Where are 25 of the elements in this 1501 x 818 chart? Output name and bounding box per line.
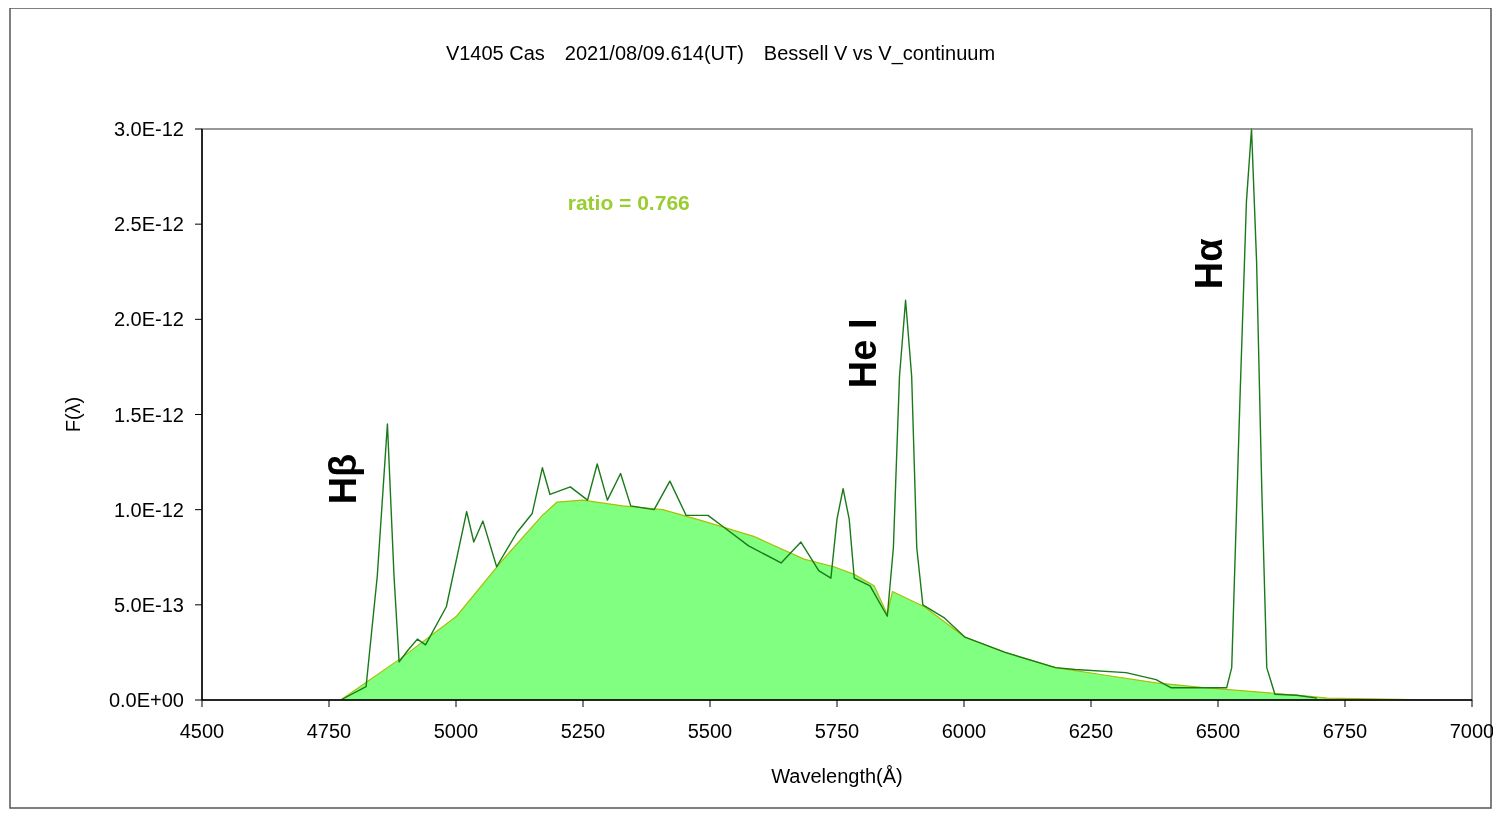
x-axis-title: Wavelength(Å) <box>771 765 903 787</box>
y-tick-label: 3.0E-12 <box>113 118 184 140</box>
y-tick-label: 1.0E-12 <box>113 498 184 521</box>
x-tick-label: 6000 <box>941 720 987 742</box>
x-tick-label: 4500 <box>179 720 225 742</box>
x-tick-label: 6750 <box>1322 720 1368 742</box>
x-tick-label: 5500 <box>687 720 733 742</box>
x-tick-label: 6250 <box>1068 720 1114 742</box>
annotation: Hα <box>1187 238 1230 290</box>
y-axis-title: F(λ) <box>62 396 84 433</box>
annotation: ratio = 0.766 <box>567 191 690 215</box>
chart-title: V1405 Cas 2021/08/09.614(UT) Bessell V vs V_continuum <box>445 42 996 65</box>
x-tick-label: 5000 <box>433 720 479 742</box>
annotation: He I <box>842 318 885 389</box>
y-tick-label: 2.5E-12 <box>113 213 184 236</box>
x-tick-label: 5250 <box>560 720 606 742</box>
y-tick-label: 2.0E-12 <box>113 308 184 331</box>
x-tick-label: 4750 <box>306 720 352 742</box>
x-tick-label: 5750 <box>814 720 860 742</box>
y-tick-label: 1.5E-12 <box>113 403 184 426</box>
annotation: Hβ <box>321 453 364 505</box>
y-tick-label: 5.0E-13 <box>113 593 184 616</box>
x-tick-label: 6500 <box>1195 720 1241 742</box>
y-tick-label: 0.0E+00 <box>108 689 184 711</box>
x-tick-label: 7000 <box>1449 720 1495 742</box>
